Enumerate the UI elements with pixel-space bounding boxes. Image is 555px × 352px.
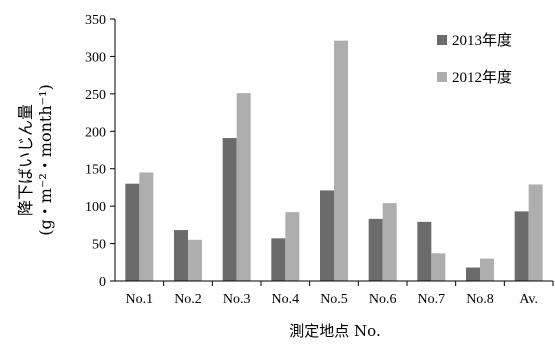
bar-2012-no5 (334, 40, 348, 281)
bar-2013-no5 (320, 190, 334, 281)
y-tick-label: 50 (92, 238, 106, 253)
axes (114, 19, 553, 282)
y-tick-label: 300 (85, 50, 106, 65)
y-ticks: 0 50 100 150 200 250 300 350 (85, 13, 115, 290)
bars (125, 40, 543, 281)
x-tick-label: No.2 (174, 292, 202, 307)
bar-2013-av (514, 211, 529, 281)
bar-2012-no4 (285, 212, 300, 281)
bar-2013-no4 (271, 238, 286, 281)
x-tick-label: No.8 (466, 292, 494, 307)
bar-2012-no2 (188, 239, 202, 281)
bar-2012-no3 (236, 93, 251, 281)
y-tick-label: 150 (85, 163, 106, 178)
bar-2013-no8 (466, 267, 480, 281)
y-tick-label: 0 (99, 275, 106, 290)
y-axis-label: 降下ばいじん量 (g・m⁻²・month⁻¹) (16, 84, 55, 235)
x-axis-label: 測定地点 No. (289, 322, 380, 340)
x-tick-label: No.3 (223, 292, 251, 307)
x-ticks: No.1 No.2 No.3 No.4 No.5 No.6 No.7 No.8 Av. (126, 281, 554, 307)
bar-2013-no6 (368, 218, 383, 281)
x-tick-label: No.1 (126, 292, 154, 307)
x-tick-label: Av. (519, 292, 538, 307)
bar-2012-av (528, 184, 543, 281)
bar-2012-no1 (139, 172, 154, 281)
legend-swatch-2013 (437, 35, 447, 45)
legend: 2013年度 2012年度 (437, 32, 512, 86)
y-tick-label: 100 (85, 200, 106, 215)
x-tick-label: No.4 (272, 292, 300, 307)
y-axis-label-line1: 降下ばいじん量 (16, 104, 35, 216)
legend-label-2013: 2013年度 (452, 32, 512, 49)
bar-2013-no3 (222, 138, 237, 281)
x-tick-label: No.5 (320, 292, 348, 307)
bar-2013-no1 (125, 183, 140, 281)
y-tick-label: 350 (85, 13, 106, 28)
bar-2013-no7 (417, 221, 432, 281)
x-tick-label: No.7 (418, 292, 446, 307)
y-tick-label: 250 (85, 88, 106, 103)
bar-2012-no7 (431, 253, 446, 281)
bar-2012-no8 (480, 258, 494, 281)
y-axis-label-line2: (g・m⁻²・month⁻¹) (36, 84, 55, 235)
legend-swatch-2012 (437, 72, 447, 82)
x-tick-label: No.6 (369, 292, 397, 307)
bar-2013-no2 (174, 230, 188, 281)
bar-2012-no6 (382, 203, 397, 281)
legend-label-2012: 2012年度 (452, 69, 512, 86)
y-tick-label: 200 (85, 125, 106, 140)
